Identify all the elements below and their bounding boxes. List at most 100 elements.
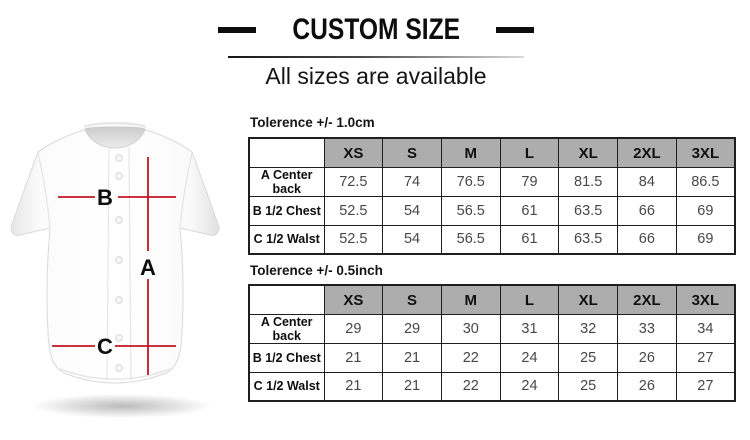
measurement-value-cell: 61 <box>499 196 560 226</box>
measurement-value-cell: 27 <box>675 343 736 373</box>
jersey-shadow <box>32 394 212 418</box>
measurement-value-cell: 54 <box>382 196 442 226</box>
measurement-value-cell: 24 <box>499 343 560 373</box>
measurement-value-cell: 34 <box>675 314 736 344</box>
measurement-value-cell: 61 <box>499 224 560 255</box>
measurement-row: A Center back 29 29 30 31 32 33 34 <box>248 314 736 344</box>
measurement-value-cell: 69 <box>675 224 736 255</box>
size-column-header: 2XL <box>617 284 677 315</box>
measurement-value-cell: 30 <box>440 314 501 344</box>
measure-label-a: A <box>140 255 156 280</box>
jersey-body <box>10 129 220 384</box>
measurement-value-cell: 54 <box>382 224 442 255</box>
size-column-header: XS <box>323 284 384 315</box>
measurement-row: C 1/2 Walst 21 21 22 24 25 26 27 <box>248 371 736 402</box>
measurement-value-cell: 26 <box>617 371 677 402</box>
jersey-illustration: B A C <box>10 122 220 418</box>
size-column-header: XL <box>558 137 619 168</box>
measurement-value-cell: 25 <box>558 343 619 373</box>
measurement-value-cell: 33 <box>617 314 677 344</box>
measurement-row-label: B 1/2 Chest <box>248 343 325 373</box>
size-column-header: L <box>499 137 560 168</box>
tolerance-label-inch: Tolerence +/- 0.5inch <box>250 263 383 278</box>
measurement-value-cell: 24 <box>499 371 560 402</box>
placket-buttons <box>115 154 123 372</box>
page-title: CUSTOM SIZE <box>292 13 460 46</box>
placket-left-seam <box>106 146 110 381</box>
table-corner-cell <box>248 284 325 315</box>
size-column-header: 2XL <box>617 137 677 168</box>
title-dash-left <box>217 27 256 33</box>
measurement-row-label: C 1/2 Walst <box>248 224 325 255</box>
placket-right-seam <box>128 146 132 382</box>
measurement-value-cell: 21 <box>382 371 442 402</box>
measurement-lines <box>52 157 176 375</box>
measurement-value-cell: 26 <box>617 343 677 373</box>
size-column-header: M <box>440 284 501 315</box>
measurement-value-cell: 66 <box>617 196 677 226</box>
title-dash-right <box>496 27 535 33</box>
measurement-value-cell: 21 <box>323 343 384 373</box>
measurement-value-cell: 31 <box>499 314 560 344</box>
measurement-value-cell: 32 <box>558 314 619 344</box>
measurement-row-label: B 1/2 Chest <box>248 196 325 226</box>
measurement-value-cell: 86.5 <box>675 167 736 197</box>
table-corner-cell <box>248 137 325 168</box>
page-subtitle: All sizes are available <box>265 63 487 89</box>
size-column-header: XS <box>323 137 384 168</box>
measurement-value-cell: 52.5 <box>323 196 384 226</box>
title-underline <box>228 56 524 58</box>
measure-label-b: B <box>97 185 113 210</box>
size-header-row: XS S M L XL 2XL 3XL <box>248 284 736 315</box>
measurement-row: B 1/2 Chest 52.5 54 56.5 61 63.5 66 69 <box>248 196 736 226</box>
size-column-header: 3XL <box>675 284 736 315</box>
size-column-header: S <box>382 137 442 168</box>
collar-opening <box>84 126 146 149</box>
jersey-measurement-diagram: B A C <box>2 96 235 440</box>
measurement-value-cell: 76.5 <box>440 167 501 197</box>
measurement-value-cell: 29 <box>323 314 384 344</box>
measurement-row: B 1/2 Chest 21 21 22 24 25 26 27 <box>248 343 736 373</box>
header-section: CUSTOM SIZE All sizes are available <box>217 10 535 90</box>
measurement-value-cell: 63.5 <box>558 224 619 255</box>
measurement-value-cell: 27 <box>675 371 736 402</box>
left-armhole-seam <box>37 152 51 228</box>
measurement-value-cell: 84 <box>617 167 677 197</box>
collar-band <box>83 122 147 129</box>
right-armhole-seam <box>179 152 193 228</box>
measurement-value-cell: 21 <box>323 371 384 402</box>
measurement-row-label: C 1/2 Walst <box>248 371 325 402</box>
size-table-cm: XS S M L XL 2XL 3XL A Center back 72.5 74 76.5 79 8… <box>248 137 736 255</box>
measurement-value-cell: 66 <box>617 224 677 255</box>
measurement-value-cell: 69 <box>675 196 736 226</box>
measurement-value-cell: 52.5 <box>323 224 384 255</box>
hem-seam <box>59 368 171 380</box>
measurement-value-cell: 21 <box>382 343 442 373</box>
measurement-value-cell: 79 <box>499 167 560 197</box>
title-row: CUSTOM SIZE <box>217 10 535 50</box>
measurement-row: C 1/2 Walst 52.5 54 56.5 61 63.5 66 69 <box>248 224 736 255</box>
measurement-value-cell: 74 <box>382 167 442 197</box>
size-column-header: 3XL <box>675 137 736 168</box>
measurement-row-label: A Center back <box>248 314 325 344</box>
measurement-value-cell: 56.5 <box>440 224 501 255</box>
measurement-value-cell: 72.5 <box>323 167 384 197</box>
measurement-value-cell: 25 <box>558 371 619 402</box>
measurement-row-label: A Center back <box>248 167 325 197</box>
measurement-value-cell: 29 <box>382 314 442 344</box>
size-table-inch: XS S M L XL 2XL 3XL A Center back 29 29 30 31 32 33 3… <box>248 284 736 402</box>
measure-label-c: C <box>97 334 113 359</box>
size-column-header: XL <box>558 284 619 315</box>
measurement-row: A Center back 72.5 74 76.5 79 81.5 84 86.5 <box>248 167 736 197</box>
measurement-value-cell: 81.5 <box>558 167 619 197</box>
size-column-header: M <box>440 137 501 168</box>
size-column-header: S <box>382 284 442 315</box>
measurement-value-cell: 63.5 <box>558 196 619 226</box>
measurement-value-cell: 22 <box>440 371 501 402</box>
size-header-row: XS S M L XL 2XL 3XL <box>248 137 736 168</box>
tolerance-label-cm: Tolerence +/- 1.0cm <box>250 115 375 130</box>
measurement-value-cell: 22 <box>440 343 501 373</box>
measurement-value-cell: 56.5 <box>440 196 501 226</box>
size-column-header: L <box>499 284 560 315</box>
